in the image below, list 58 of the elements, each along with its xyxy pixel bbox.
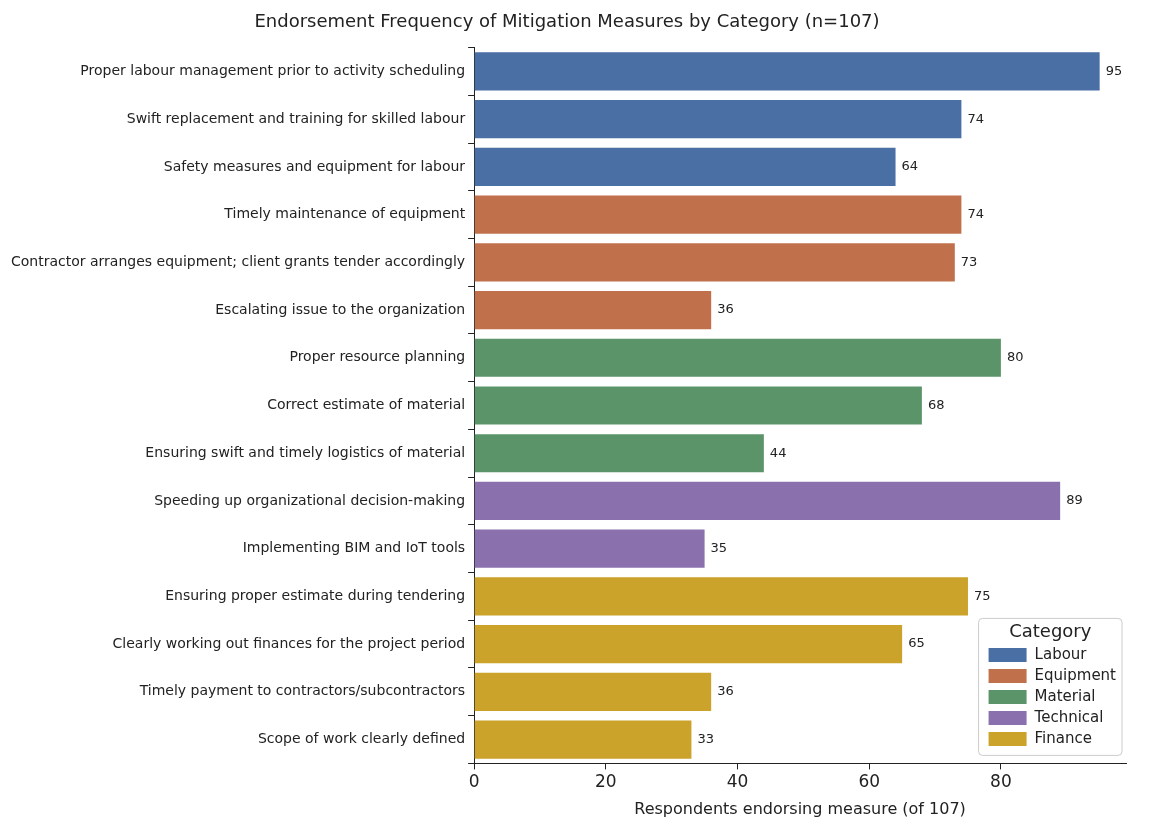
y-tick-label: Clearly working out finances for the project period [112,634,466,651]
data-label: 36 [717,301,734,317]
y-tick-label: Swift replacement and training for skilled labour [126,109,466,126]
data-label: 36 [717,683,734,699]
bar [474,529,705,568]
bar [474,720,692,759]
data-label: 74 [967,205,984,221]
legend-title: Category [1009,620,1092,642]
y-tick-label: Ensuring swift and timely logistics of material [145,443,466,460]
y-tick-label: Timely payment to contractors/subcontractors [138,682,466,699]
legend-label: Finance [1034,728,1092,747]
y-tick-label: Escalating issue to the organization [215,300,466,317]
bar [474,434,764,473]
data-label: 95 [1105,62,1123,78]
bar [474,386,922,425]
data-label: 65 [908,635,925,651]
x-tick-label: 20 [595,771,617,792]
data-label: 33 [697,730,714,746]
data-label: 80 [1006,349,1024,365]
data-label: 44 [769,444,787,460]
bar [474,147,896,186]
bar [474,625,903,664]
bar [474,195,962,234]
bar [474,577,968,616]
y-tick-label: Correct estimate of material [267,396,466,413]
x-tick-label: 40 [726,771,749,792]
legend-label: Technical [1033,707,1104,726]
x-axis-title: Respondents endorsing measure (of 107) [634,798,966,818]
y-tick-label: Scope of work clearly defined [257,730,466,747]
x-tick-label: 60 [858,771,881,792]
data-label: 68 [927,396,945,412]
y-tick-label: Contractor arranges equipment; client grants tender accordingly [11,252,466,269]
data-label: 35 [710,540,728,556]
x-tick-label: 0 [468,771,480,792]
bar [474,672,712,711]
bar [474,290,712,330]
data-label: 73 [960,253,978,269]
bar [474,52,1100,91]
bar [474,100,962,139]
legend-label: Equipment [1034,665,1117,684]
legend-label: Labour [1034,644,1088,663]
data-label: 64 [901,158,919,174]
y-tick-label: Speeding up organizational decision-making [154,491,466,508]
bar [474,338,1001,377]
data-label: 75 [973,587,991,603]
y-tick-label: Safety measures and equipment for labour [163,157,466,174]
y-tick-label: Proper resource planning [289,348,466,365]
chart-title: Endorsement Frequency of Mitigation Measures by Category (n=107) [254,10,880,32]
data-label: 74 [967,110,984,126]
y-tick-label: Implementing BIM and IoT tools [242,539,466,556]
bar [474,243,955,282]
x-tick-label: 80 [990,771,1012,792]
bar [474,481,1061,521]
y-tick-label: Proper labour management prior to activity scheduling [80,62,466,79]
legend-label: Material [1034,686,1096,705]
data-label: 89 [1066,492,1083,508]
y-tick-label: Ensuring proper estimate during tendering [165,587,466,604]
y-tick-label: Timely maintenance of equipment [223,205,466,222]
